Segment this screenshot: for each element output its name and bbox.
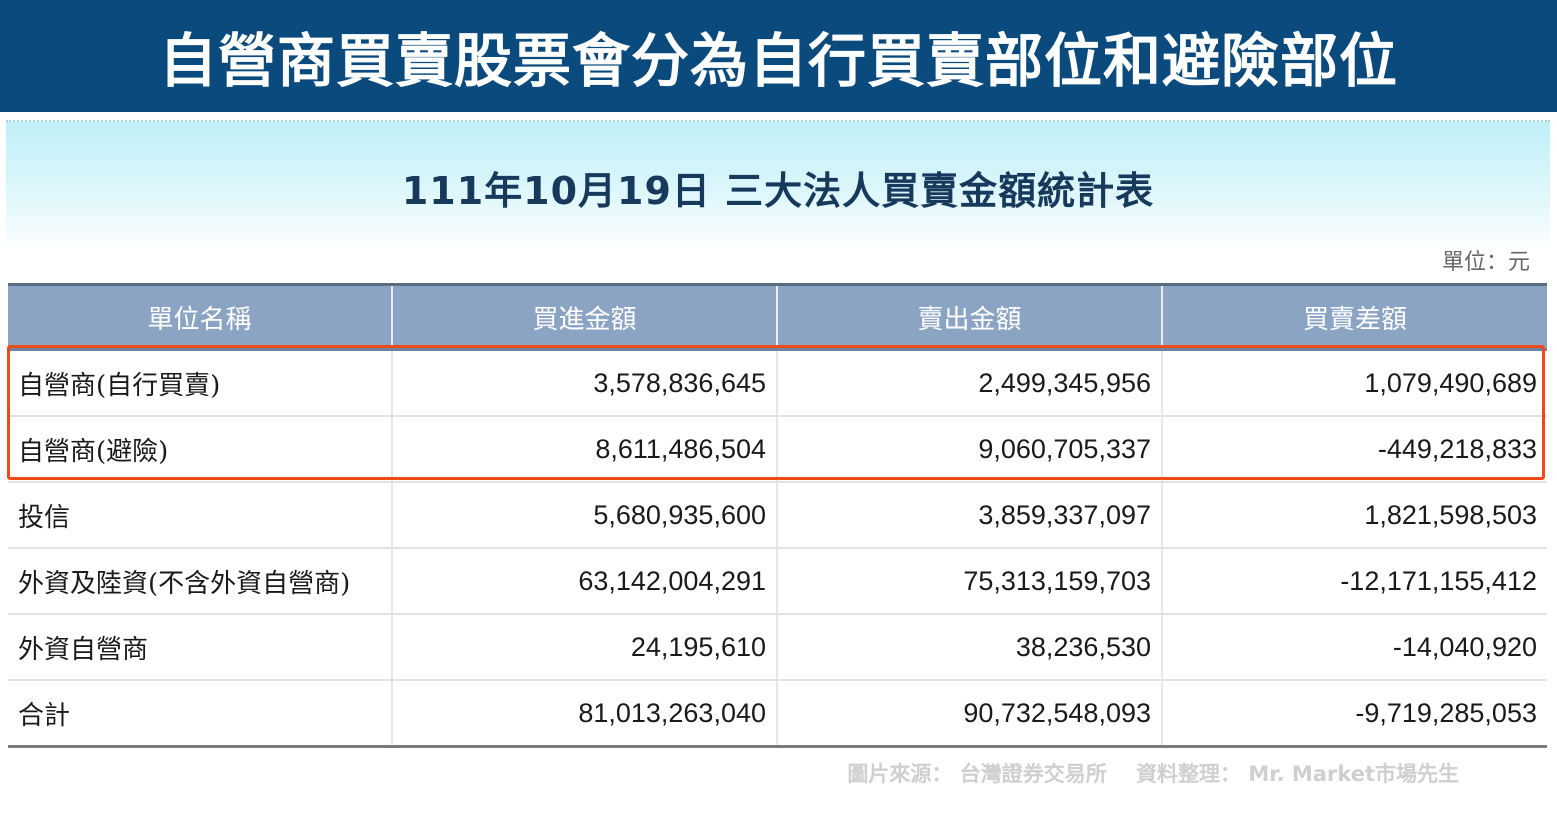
table-header-row: 單位名稱 買進金額 賣出金額 買賣差額 xyxy=(8,283,1547,351)
row-name: 自營商(避險) xyxy=(8,416,393,483)
row-name: 外資及陸資(不含外資自營商) xyxy=(8,548,393,615)
table-row: 自營商(避險) 8,611,486,504 9,060,705,337 -449… xyxy=(8,416,1547,483)
table-row: 外資及陸資(不含外資自營商) 63,142,004,291 75,313,159… xyxy=(8,548,1547,615)
table-row: 自營商(自行買賣) 3,578,836,645 2,499,345,956 1,… xyxy=(8,349,1547,417)
sell-amount: 38,236,530 xyxy=(777,614,1163,681)
net-amount: -14,040,920 xyxy=(1162,614,1547,681)
footer-credits: 圖片來源： 台灣證券交易所 資料整理： Mr. Market市場先生 xyxy=(825,758,1459,788)
banner-title: 自營商買賣股票會分為自行買賣部位和避險部位 xyxy=(158,27,1398,95)
buy-amount: 8,611,486,504 xyxy=(392,416,778,483)
row-name: 自營商(自行買賣) xyxy=(8,349,393,417)
unit-label: 單位：元 xyxy=(1441,250,1530,275)
net-amount: 1,079,490,689 xyxy=(1162,349,1547,417)
institutional-trading-table: 單位名稱 買進金額 賣出金額 買賣差額 自營商(自行買賣) 3,578,836,… xyxy=(8,283,1547,748)
sell-amount: 2,499,345,956 xyxy=(777,349,1163,417)
column-header-buy: 買進金額 xyxy=(392,283,778,351)
table-row-total: 合計 81,013,263,040 90,732,548,093 -9,719,… xyxy=(8,680,1547,748)
buy-amount: 81,013,263,040 xyxy=(392,680,778,748)
data-compiled-credit: 資料整理： Mr. Market市場先生 xyxy=(1136,762,1459,786)
table-row: 外資自營商 24,195,610 38,236,530 -14,040,920 xyxy=(8,614,1547,681)
column-header-diff: 買賣差額 xyxy=(1162,283,1547,351)
buy-amount: 24,195,610 xyxy=(392,614,778,681)
table-row: 投信 5,680,935,600 3,859,337,097 1,821,598… xyxy=(8,482,1547,549)
net-amount: -12,171,155,412 xyxy=(1162,548,1547,615)
net-amount: 1,821,598,503 xyxy=(1162,482,1547,549)
row-name: 投信 xyxy=(8,482,393,549)
buy-amount: 5,680,935,600 xyxy=(392,482,778,549)
column-header-sell: 賣出金額 xyxy=(777,283,1163,351)
buy-amount: 63,142,004,291 xyxy=(392,548,778,615)
table-title-panel: 111年10月19日 三大法人買賣金額統計表 xyxy=(6,120,1550,252)
row-name: 外資自營商 xyxy=(8,614,393,681)
banner: 自營商買賣股票會分為自行買賣部位和避險部位 xyxy=(0,0,1557,112)
buy-amount: 3,578,836,645 xyxy=(392,349,778,417)
sell-amount: 3,859,337,097 xyxy=(777,482,1163,549)
row-name: 合計 xyxy=(8,680,393,748)
sell-amount: 75,313,159,703 xyxy=(777,548,1163,615)
net-amount: -449,218,833 xyxy=(1162,416,1547,483)
table-title: 111年10月19日 三大法人買賣金額統計表 xyxy=(401,169,1155,213)
net-amount: -9,719,285,053 xyxy=(1162,680,1547,748)
column-header-name: 單位名稱 xyxy=(8,283,393,351)
image-source-credit: 圖片來源： 台灣證券交易所 xyxy=(847,762,1107,786)
sell-amount: 90,732,548,093 xyxy=(777,680,1163,748)
sell-amount: 9,060,705,337 xyxy=(777,416,1163,483)
